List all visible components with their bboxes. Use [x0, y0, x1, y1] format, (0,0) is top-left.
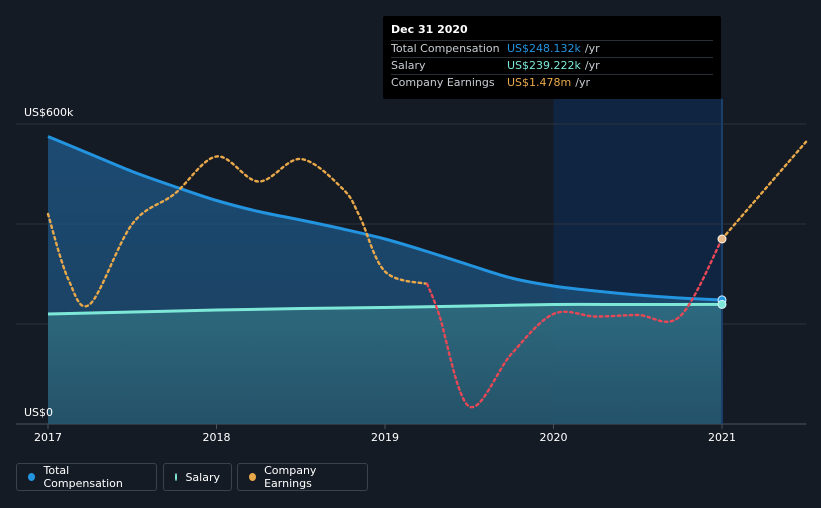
salary-line — [47, 302, 723, 316]
tooltip-unit: /yr — [584, 59, 600, 72]
legend-label: Total Compensation — [43, 464, 123, 490]
company-earnings-marker — [717, 234, 727, 244]
x-tick-label: 2018 — [203, 431, 231, 444]
legend-total-compensation[interactable]: Total Compensation — [16, 463, 157, 491]
legend-dot-icon — [28, 473, 36, 481]
salary-marker — [717, 299, 727, 309]
tooltip-label: Company Earnings — [391, 76, 495, 89]
legend-salary[interactable]: Salary — [163, 463, 232, 491]
tooltip-value: US$248.132k — [507, 42, 581, 55]
company-earnings-line-segment — [425, 237, 724, 409]
x-tick-label: 2017 — [34, 431, 62, 444]
legend-company-earnings[interactable]: Company Earnings — [237, 463, 368, 491]
y-label-top: US$600k — [24, 106, 74, 119]
tooltip-unit: /yr — [575, 76, 590, 89]
legend-label: Company Earnings — [264, 464, 317, 490]
x-tick-label: 2020 — [540, 431, 568, 444]
tooltip-label: Salary — [391, 59, 426, 72]
tooltip-unit: /yr — [584, 42, 600, 55]
x-tick-label: 2019 — [371, 431, 399, 444]
total-compensation-line — [47, 135, 723, 302]
x-tick-label: 2021 — [708, 431, 736, 444]
legend-label: Salary — [185, 470, 220, 484]
tooltip-row-salary: Salary US$239.222k /yr — [391, 57, 713, 74]
salary-area — [48, 304, 722, 424]
tooltip-label: Total Compensation — [391, 42, 500, 55]
legend-dot-icon — [249, 473, 257, 481]
tooltip-date: Dec 31 2020 — [391, 23, 468, 36]
legend-dot-icon — [175, 473, 178, 481]
y-label-bottom: US$0 — [24, 406, 53, 419]
tooltip-row-total-compensation: Total Compensation US$248.132k /yr — [391, 40, 713, 57]
company-earnings-line-segment — [720, 140, 808, 241]
tooltip: Dec 31 2020 Total Compensation US$248.13… — [383, 16, 721, 99]
tooltip-value: US$1.478m — [507, 76, 572, 89]
company-earnings-line-segment — [46, 155, 429, 308]
tooltip-value: US$239.222k — [507, 59, 581, 72]
tooltip-row-company-earnings: Company Earnings US$1.478m /yr — [391, 74, 713, 91]
